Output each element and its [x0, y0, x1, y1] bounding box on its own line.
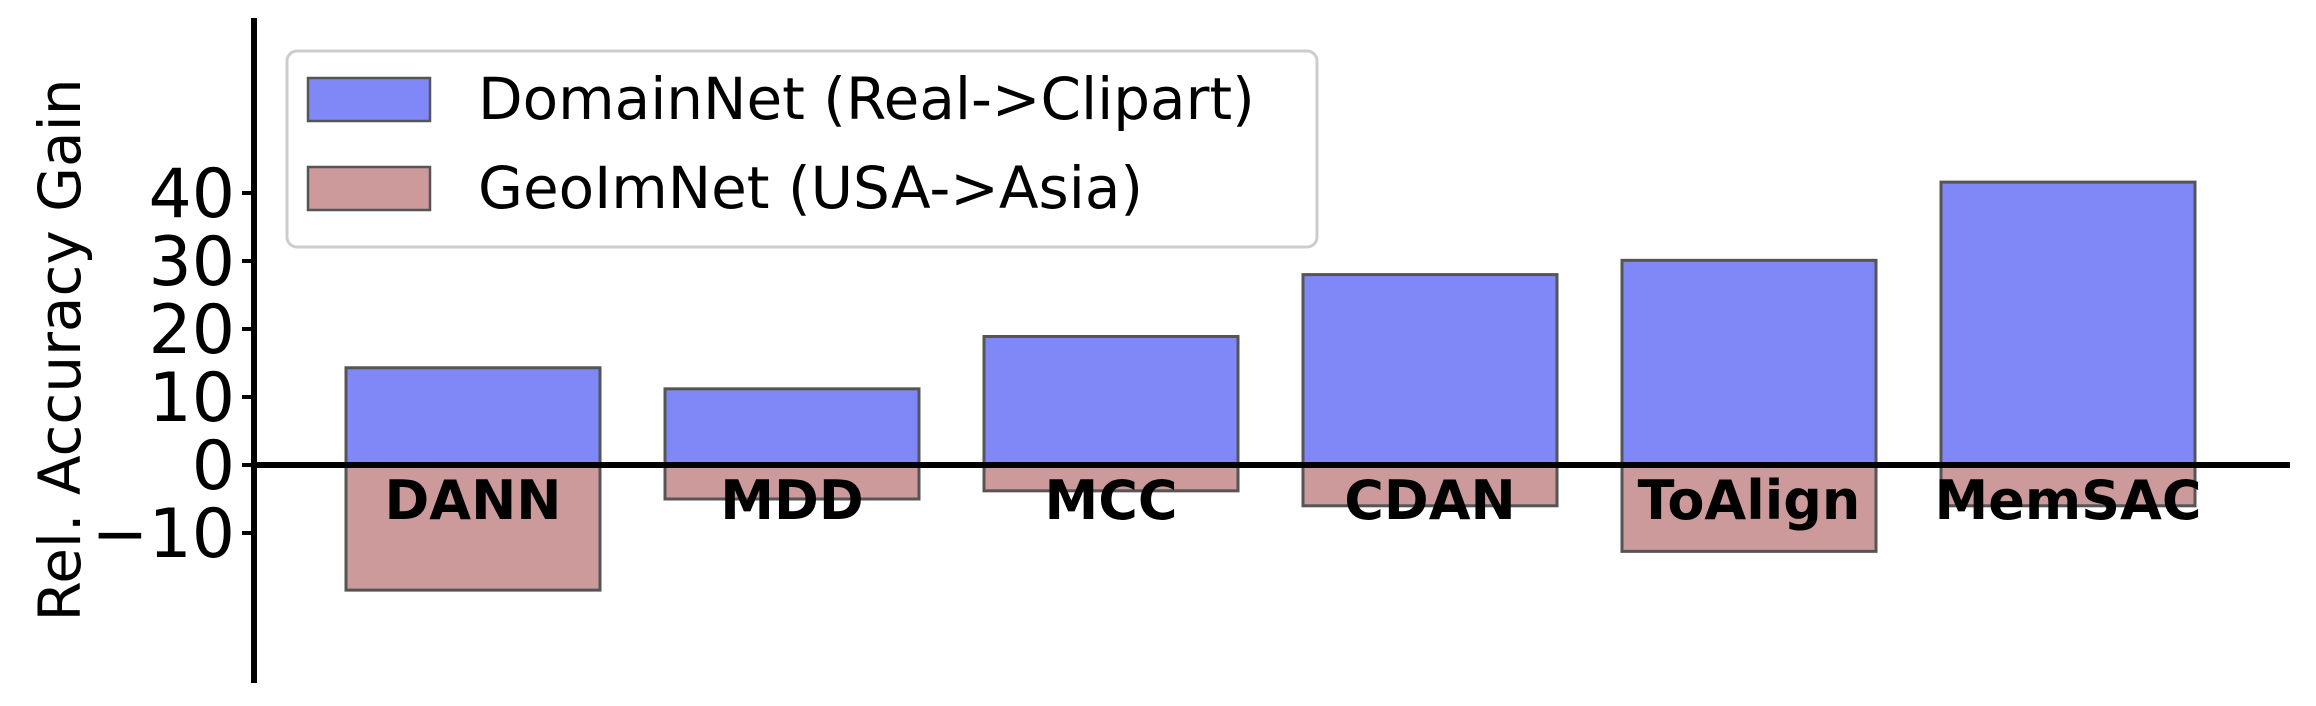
- bar-geoimnet-memsac: [1939, 463, 2197, 508]
- legend-swatch-geoimnet: [306, 165, 432, 212]
- bar-domainnet-dann: [344, 366, 602, 467]
- bar-geoimnet-cdan: [1301, 463, 1559, 508]
- legend-label-geoimnet: GeoImNet (USA->Asia): [478, 154, 1143, 222]
- bar-domainnet-memsac: [1939, 180, 2197, 467]
- bar-domainnet-toalign: [1620, 258, 1878, 467]
- y-tick-label: 0: [192, 427, 235, 506]
- category-label-mdd: MDD: [720, 469, 863, 532]
- y-tick-label: 40: [148, 155, 235, 234]
- legend-frame: [285, 49, 1319, 249]
- y-tick-label: 20: [148, 291, 235, 370]
- category-label-cdan: CDAN: [1344, 469, 1515, 532]
- y-tick-label: 30: [148, 223, 235, 302]
- y-tick-label: −10: [91, 495, 235, 574]
- y-tick-label: 10: [148, 359, 235, 438]
- legend-swatch-domainnet: [306, 76, 432, 123]
- legend-label-domainnet: DomainNet (Real->Clipart): [478, 65, 1255, 133]
- axes-layer: [251, 18, 2290, 683]
- bar-domainnet-mcc: [982, 334, 1240, 467]
- category-labels: DANN MDD MCC CDAN ToAlign MemSAC: [384, 469, 2201, 532]
- bar-geoimnet-dann: [344, 463, 602, 592]
- bar-geoimnet-mcc: [982, 463, 1240, 493]
- bar-domainnet-cdan: [1301, 273, 1559, 467]
- bars-layer: [344, 180, 2197, 592]
- category-label-dann: DANN: [384, 469, 561, 532]
- category-label-toalign: ToAlign: [1638, 469, 1861, 532]
- bar-geoimnet-toalign: [1620, 463, 1878, 553]
- category-label-memsac: MemSAC: [1935, 469, 2202, 532]
- bar-geoimnet-mdd: [663, 463, 921, 501]
- category-label-mcc: MCC: [1045, 469, 1178, 532]
- bar-domainnet-mdd: [663, 387, 921, 467]
- legend: DomainNet (Real->Clipart) GeoImNet (USA-…: [285, 49, 1319, 249]
- y-axis-label: Rel. Accuracy Gain: [26, 79, 94, 622]
